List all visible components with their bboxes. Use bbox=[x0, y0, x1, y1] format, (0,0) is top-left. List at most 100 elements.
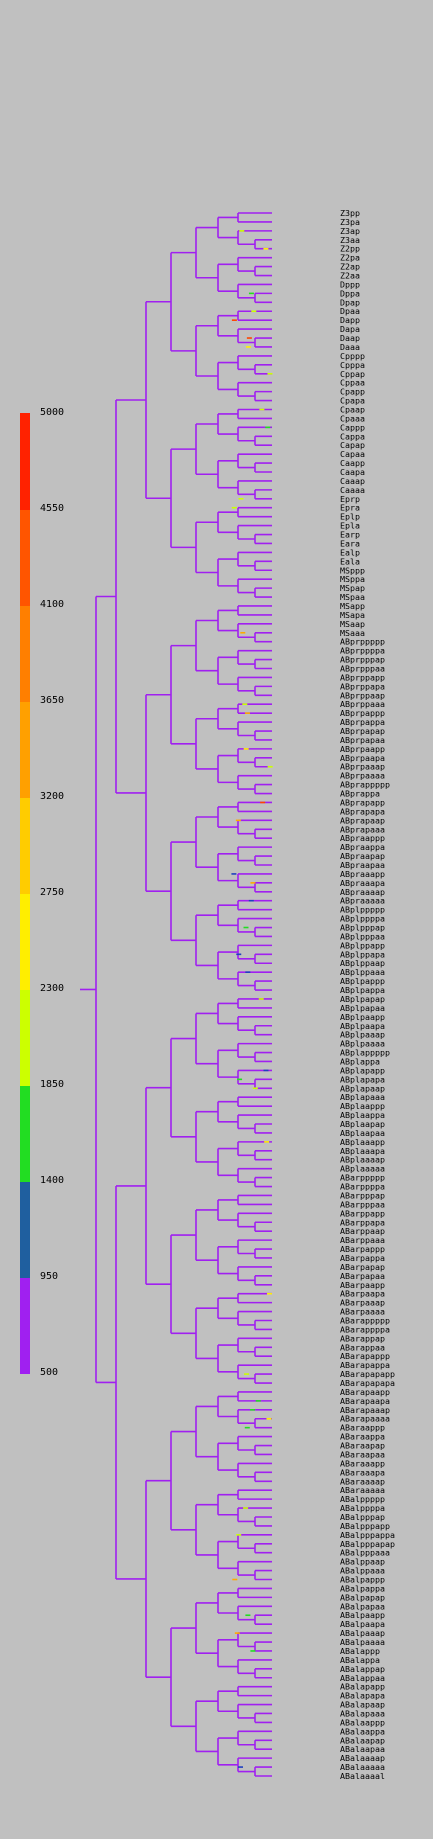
leaf-label: Earp bbox=[340, 530, 360, 540]
leaf-label: ABarappap bbox=[340, 1333, 385, 1343]
legend-color-segment bbox=[20, 797, 30, 894]
legend-tick-label: 3200 bbox=[40, 791, 65, 802]
leaf-label: ABarapaapp bbox=[340, 1387, 390, 1397]
leaf-label: Dppp bbox=[340, 279, 360, 289]
legend-color-segment bbox=[20, 509, 30, 606]
leaf-label: Cppaa bbox=[340, 378, 365, 388]
leaf-label: ABprapaap bbox=[340, 815, 385, 825]
leaf-label: ABprppaap bbox=[340, 690, 385, 700]
legend-tick-label: 1400 bbox=[40, 1175, 65, 1186]
leaf-label: ABarapaaap bbox=[340, 1405, 390, 1415]
legend-color-segment bbox=[20, 893, 30, 990]
leaf-label: ABalpppapp bbox=[340, 1521, 390, 1531]
leaf-label: ABplppppa bbox=[340, 914, 385, 924]
leaf-label: Capap bbox=[340, 440, 365, 450]
leaf-label: ABalapapa bbox=[340, 1691, 385, 1701]
leaf-label: ABprppppp bbox=[340, 637, 385, 647]
leaf-label: ABalpaapp bbox=[340, 1610, 385, 1620]
legend-tick-label: 3650 bbox=[40, 695, 65, 706]
leaf-label: ABprappa bbox=[340, 789, 380, 799]
leaf-label: ABalaapaa bbox=[340, 1744, 385, 1754]
leaf-label: ABplpaapa bbox=[340, 1021, 385, 1031]
leaf-label: ABplaaaap bbox=[340, 1155, 385, 1165]
leaf-label: ABplapaaa bbox=[340, 1092, 385, 1102]
leaf-label: Epla bbox=[340, 521, 360, 531]
leaf-label: ABprapapa bbox=[340, 806, 385, 816]
leaf-label: ABplpaaaa bbox=[340, 1039, 385, 1049]
leaf-label: ABprpppaa bbox=[340, 664, 385, 674]
leaf-label: ABaraaaap bbox=[340, 1476, 385, 1486]
leaf-label: ABpraaaaa bbox=[340, 896, 385, 906]
leaf-label: ABalpappa bbox=[340, 1583, 385, 1593]
leaf-label: ABprappppp bbox=[340, 780, 390, 790]
leaf-label: ABprpapap bbox=[340, 726, 385, 736]
leaf-label: Z3ap bbox=[340, 226, 360, 236]
leaf-label: ABarpaapp bbox=[340, 1280, 385, 1290]
leaf-label: ABalppppp bbox=[340, 1494, 385, 1504]
leaf-label: ABplpaapp bbox=[340, 1012, 385, 1022]
leaf-label: ABarappppa bbox=[340, 1324, 390, 1334]
leaf-label: ABprpappp bbox=[340, 708, 385, 718]
leaf-label: ABarppppp bbox=[340, 1173, 385, 1183]
leaf-label: ABplapaap bbox=[340, 1083, 385, 1093]
leaf-label: ABplaaapa bbox=[340, 1146, 385, 1156]
leaf-label: ABarpapaa bbox=[340, 1271, 385, 1281]
leaf-label: ABplaaaaa bbox=[340, 1164, 385, 1174]
leaf-label: ABarpappp bbox=[340, 1244, 385, 1254]
leaf-label: MSppa bbox=[340, 574, 365, 584]
leaf-label: ABalpppaaa bbox=[340, 1548, 390, 1558]
leaf-label: ABalpappp bbox=[340, 1575, 385, 1585]
legend-tick-label: 5000 bbox=[40, 407, 65, 418]
legend-color-segment bbox=[20, 605, 30, 702]
leaf-label: ABalpaaap bbox=[340, 1628, 385, 1638]
legend-tick-label: 950 bbox=[40, 1271, 59, 1282]
leaf-label: ABplapapa bbox=[340, 1074, 385, 1084]
leaf-label: ABaraaaaa bbox=[340, 1485, 385, 1495]
leaf-label: Dpaa bbox=[340, 306, 360, 316]
leaf-label: Z3pp bbox=[340, 208, 360, 218]
legend-tick-label: 2300 bbox=[40, 983, 65, 994]
leaf-label: MSapa bbox=[340, 610, 365, 620]
leaf-label: Z2aa bbox=[340, 271, 360, 281]
leaf-label: ABarpaaap bbox=[340, 1298, 385, 1308]
leaf-label: ABalaaaaa bbox=[340, 1762, 385, 1772]
leaf-label: Cappa bbox=[340, 431, 365, 441]
legend-color-segment bbox=[20, 1085, 30, 1182]
leaf-label: ABarpaaaa bbox=[340, 1307, 385, 1317]
leaf-label: Eprp bbox=[340, 494, 360, 504]
leaf-label: ABarapappp bbox=[340, 1351, 390, 1361]
leaf-label: Cpapp bbox=[340, 387, 365, 397]
leaf-label: ABprpaaaa bbox=[340, 771, 385, 781]
leaf-label: ABarppaaa bbox=[340, 1235, 385, 1245]
leaf-label: ABplppppp bbox=[340, 905, 385, 915]
leaf-label: ABpraappa bbox=[340, 842, 385, 852]
leaf-label: ABalppppa bbox=[340, 1503, 385, 1513]
leaf-label: ABalaapap bbox=[340, 1735, 385, 1745]
leaf-label: ABarpappa bbox=[340, 1253, 385, 1263]
leaf-label: ABalaaaap bbox=[340, 1753, 385, 1763]
leaf-label: Ealp bbox=[340, 547, 360, 557]
leaf-label: ABplpppaa bbox=[340, 931, 385, 941]
leaf-label: Eala bbox=[340, 556, 360, 566]
leaf-label: ABprppapp bbox=[340, 672, 385, 682]
leaf-label: ABaraappa bbox=[340, 1432, 385, 1442]
leaf-label: Dapa bbox=[340, 324, 360, 334]
leaf-label: ABalappap bbox=[340, 1664, 385, 1674]
leaf-label: ABarppapa bbox=[340, 1217, 385, 1227]
legend-tick-label: 2750 bbox=[40, 887, 65, 898]
leaf-label: ABarppapp bbox=[340, 1208, 385, 1218]
leaf-label: ABarppaap bbox=[340, 1226, 385, 1236]
leaf-label: ABpraappp bbox=[340, 833, 385, 843]
leaf-label: ABalapaap bbox=[340, 1700, 385, 1710]
leaf-label: ABarapapapp bbox=[340, 1369, 395, 1379]
leaf-label: Epra bbox=[340, 503, 360, 513]
leaf-label: Caapp bbox=[340, 458, 365, 468]
leaf-label: ABalpppappa bbox=[340, 1530, 395, 1540]
leaf-label: Cpppp bbox=[340, 351, 365, 361]
leaf-label: Caaap bbox=[340, 476, 365, 486]
leaf-label: ABalapapp bbox=[340, 1682, 385, 1692]
leaf-label: ABaraaapa bbox=[340, 1467, 385, 1477]
leaf-label: ABalappa bbox=[340, 1655, 380, 1665]
leaf-label: ABarapaapa bbox=[340, 1396, 390, 1406]
